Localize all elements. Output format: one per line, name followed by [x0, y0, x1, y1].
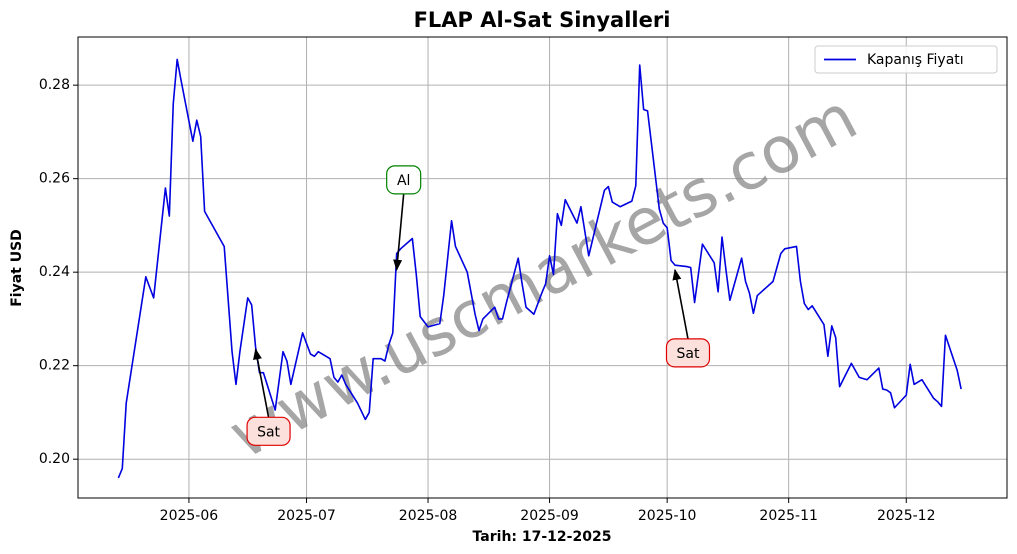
- y-axis-label: Fiyat USD: [9, 229, 25, 307]
- annotation-box: [386, 165, 422, 195]
- chart-title: FLAP Al-Sat Sinyalleri: [414, 8, 671, 32]
- price-line: [117, 58, 962, 479]
- y-tick-label: 0.26: [39, 171, 70, 187]
- legend-box: [814, 45, 998, 74]
- x-tick-label: 2025-08: [399, 508, 458, 524]
- annotation-arrow: [393, 193, 405, 271]
- y-tick-label: 0.24: [39, 264, 70, 280]
- x-tick-label: 2025-10: [638, 508, 697, 524]
- annotation-box: [665, 338, 711, 368]
- annotation-label: Sat: [257, 424, 280, 440]
- y-tick-label: 0.28: [39, 77, 70, 93]
- annotation-arrow: [253, 348, 270, 418]
- legend-label: Kapanış Fiyatı: [867, 52, 964, 68]
- x-tick-label: 2025-06: [160, 508, 219, 524]
- annotation-label: Al: [397, 173, 410, 189]
- x-tick-label: 2025-07: [277, 508, 336, 524]
- x-tick-label: 2025-09: [520, 508, 579, 524]
- plot-frame: [77, 36, 1008, 499]
- annotation-label: Sat: [677, 346, 700, 362]
- x-tick-label: 2025-12: [877, 508, 936, 524]
- annotation-arrow: [672, 268, 689, 339]
- y-tick-label: 0.22: [39, 358, 70, 374]
- x-tick-label: 2025-11: [759, 508, 818, 524]
- x-axis-label: Tarih: 17-12-2025: [473, 529, 612, 545]
- annotation-box: [246, 416, 291, 446]
- y-tick-label: 0.20: [39, 451, 70, 467]
